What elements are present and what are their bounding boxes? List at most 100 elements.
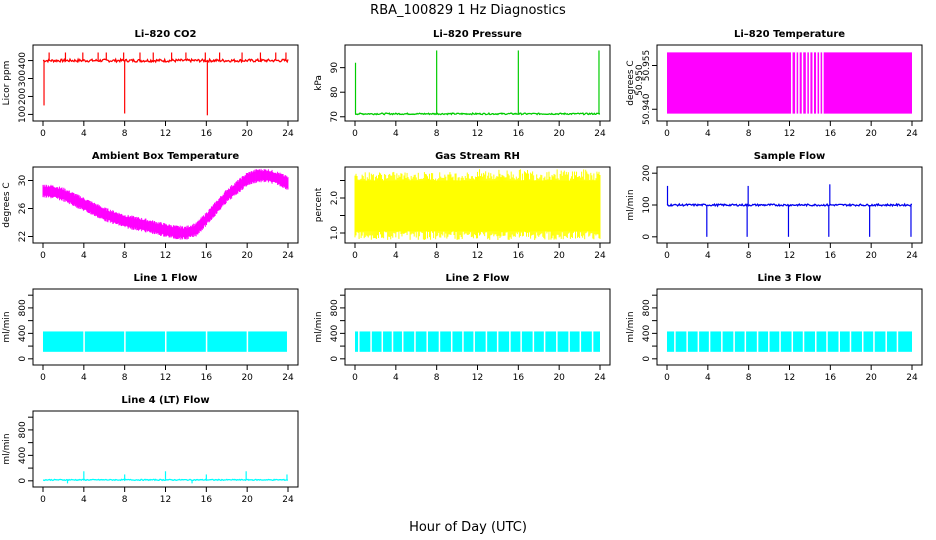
y-tick-label: 30 xyxy=(18,175,28,187)
data-gap xyxy=(801,51,804,115)
x-tick-label: 8 xyxy=(122,495,128,505)
y-tick-label: 400 xyxy=(18,447,28,464)
series-pressure xyxy=(354,50,601,116)
y-tick-label: 80 xyxy=(330,86,340,98)
x-tick-label: 16 xyxy=(825,251,837,261)
y-tick-label: 100 xyxy=(642,196,652,213)
y-axis-label: ml/min xyxy=(2,433,12,464)
data-gap xyxy=(816,51,818,115)
data-gap xyxy=(838,330,840,353)
y-axis-label: ml/min xyxy=(626,189,636,220)
panel-title: Li–820 CO2 xyxy=(135,29,197,40)
data-gap xyxy=(808,51,811,115)
x-tick-label: 20 xyxy=(553,129,565,139)
data-gap xyxy=(370,330,372,353)
x-tick-label: 20 xyxy=(865,251,877,261)
plot-frame xyxy=(656,288,923,366)
y-tick-label: 800 xyxy=(18,299,28,316)
data-gap xyxy=(496,330,499,353)
x-tick-label: 4 xyxy=(393,251,399,261)
y-axis-label: Licor ppm xyxy=(2,61,12,106)
x-tick-label: 24 xyxy=(594,251,606,261)
panel-title: Gas Stream RH xyxy=(435,151,520,162)
y-tick-label: 26 xyxy=(18,203,28,215)
panel-pressure: Li–820 Pressure kPa 0 4 8 12 16 20 24 70 80 90 xyxy=(314,29,611,139)
data-gap xyxy=(532,330,535,353)
data-gap xyxy=(401,330,404,353)
data-line xyxy=(666,202,913,208)
x-tick-label: 8 xyxy=(746,373,752,383)
data-line xyxy=(354,111,601,116)
x-tick-label: 20 xyxy=(241,495,253,505)
panel-title: Line 3 Flow xyxy=(758,273,822,284)
y-tick-label: 50.950 xyxy=(635,64,645,96)
y-tick-label: 2.0 xyxy=(330,191,340,206)
y-tick-label: 100 xyxy=(18,106,28,123)
y-axis-label: ml/min xyxy=(2,311,12,342)
data-gap xyxy=(733,330,735,353)
y-tick-label: 50.940 xyxy=(642,93,652,125)
x-tick-label: 0 xyxy=(664,373,670,383)
data-gap xyxy=(721,330,723,353)
figure-title: RBA_100829 1 Hz Diagnostics xyxy=(370,3,566,18)
data-gap xyxy=(124,330,126,353)
data-gap xyxy=(543,330,546,353)
data-gap xyxy=(697,330,700,353)
y-tick-label: 90 xyxy=(330,62,340,74)
data-gap xyxy=(358,330,360,353)
panel-line1-flow: Line 1 Flow ml/min 0 4 8 12 16 20 24 0 400 800 xyxy=(2,273,299,383)
data-gap xyxy=(520,330,522,353)
x-tick-label: 16 xyxy=(825,129,837,139)
data-gap xyxy=(779,330,781,353)
x-tick-label: 0 xyxy=(352,373,358,383)
data-gap xyxy=(812,51,814,115)
x-tick-label: 24 xyxy=(594,373,606,383)
x-tick-label: 24 xyxy=(282,495,294,505)
panel-title: Sample Flow xyxy=(754,151,826,162)
plot-frame xyxy=(344,288,611,366)
x-tick-label: 8 xyxy=(434,373,440,383)
x-tick-label: 20 xyxy=(553,251,565,261)
y-tick-label: 50.955 xyxy=(642,50,652,82)
data-line xyxy=(42,57,289,64)
x-tick-label: 4 xyxy=(81,251,87,261)
series-ambient-temp xyxy=(42,168,289,240)
data-gap xyxy=(509,330,511,353)
data-gap xyxy=(450,330,453,353)
y-tick-label: 0 xyxy=(642,234,652,240)
data-gap xyxy=(802,330,805,353)
panel-co2: Li–820 CO2 Licor ppm 0 4 8 12 16 20 24 1002003004… xyxy=(2,29,299,139)
x-tick-label: 12 xyxy=(472,129,483,139)
x-tick-label: 16 xyxy=(201,129,213,139)
x-tick-label: 16 xyxy=(513,129,525,139)
data-gap xyxy=(885,330,887,353)
data-gap xyxy=(414,330,416,353)
x-tick-label: 12 xyxy=(784,373,795,383)
panel-line4-flow: Line 4 (LT) Flow ml/min 0 4 8 12 16 20 24 0 400 800 xyxy=(2,395,299,505)
series-line4-flow xyxy=(42,471,289,484)
data-band xyxy=(355,331,600,352)
x-tick-label: 8 xyxy=(434,129,440,139)
data-band xyxy=(667,331,912,352)
x-tick-label: 20 xyxy=(865,373,877,383)
data-gap xyxy=(462,330,464,353)
panel-title: Ambient Box Temperature xyxy=(92,151,239,162)
y-axis-label: ml/min xyxy=(314,311,324,342)
y-tick-label: 0 xyxy=(330,356,340,362)
series-line3-flow xyxy=(667,330,912,353)
x-tick-label: 20 xyxy=(553,373,565,383)
x-tick-label: 0 xyxy=(664,251,670,261)
x-tick-label: 24 xyxy=(594,129,606,139)
data-gap xyxy=(568,330,570,353)
x-tick-label: 16 xyxy=(513,251,525,261)
x-tick-label: 8 xyxy=(746,129,752,139)
data-gap xyxy=(791,330,794,353)
panel-sample-flow: Sample Flow ml/min 0 4 8 12 16 20 24 0 100 200 xyxy=(626,151,923,261)
plot-frame xyxy=(344,44,611,122)
panel-title: Line 4 (LT) Flow xyxy=(121,395,209,406)
x-tick-label: 8 xyxy=(122,129,128,139)
data-gap xyxy=(744,330,747,353)
y-tick-label: 200 xyxy=(642,164,652,181)
data-gap xyxy=(473,330,475,353)
x-tick-label: 24 xyxy=(282,129,294,139)
